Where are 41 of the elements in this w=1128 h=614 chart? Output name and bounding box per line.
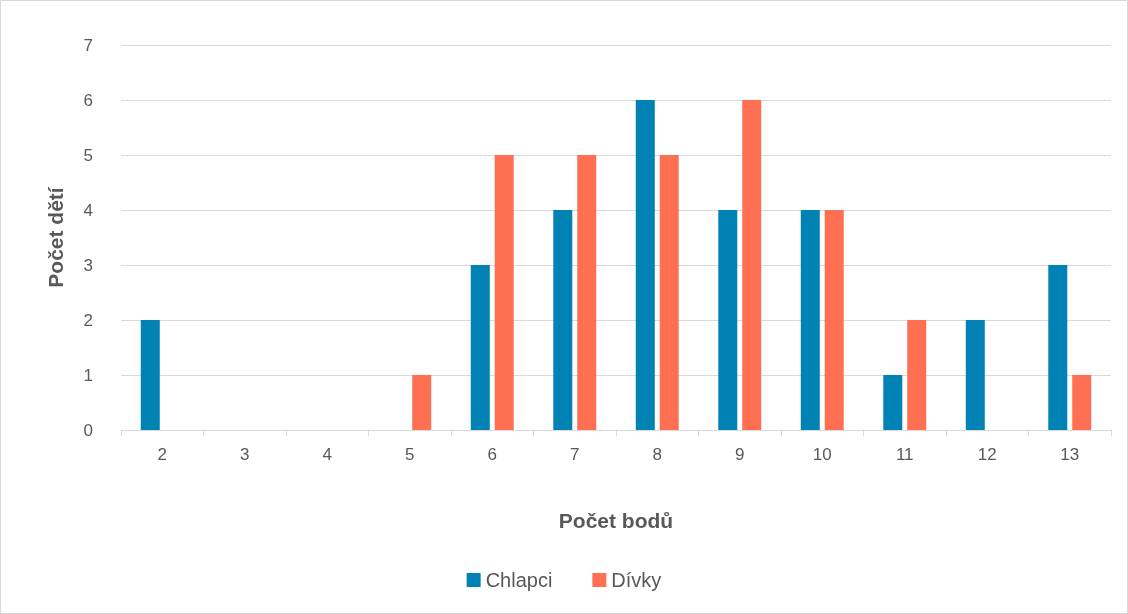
bar <box>470 265 490 430</box>
x-tick-label: 7 <box>570 445 580 464</box>
x-tick-label: 9 <box>735 445 745 464</box>
y-axis-title: Počet dětí <box>44 186 67 288</box>
bar <box>635 100 655 430</box>
x-tick-label: 10 <box>812 445 832 464</box>
bar <box>577 155 597 430</box>
x-tick-label: 5 <box>405 445 415 464</box>
bar <box>718 210 738 430</box>
x-tick-label: 6 <box>487 445 497 464</box>
legend-label: Chlapci <box>485 569 553 591</box>
x-axis-title: Počet bodů <box>558 509 674 532</box>
x-tick-label: 4 <box>322 445 332 464</box>
y-tick-label: 6 <box>83 90 93 110</box>
y-tick-label: 2 <box>83 310 93 330</box>
bar <box>800 210 820 430</box>
bar <box>1048 265 1068 430</box>
bar <box>140 320 160 430</box>
x-tick-label: 12 <box>977 445 997 464</box>
y-tick-label: 7 <box>83 35 93 55</box>
y-tick-label: 0 <box>83 420 93 440</box>
bar <box>553 210 573 430</box>
bar <box>412 375 432 430</box>
bar <box>742 100 762 430</box>
x-tick-label: 8 <box>652 445 662 464</box>
x-tick-label: 13 <box>1060 445 1080 464</box>
bar <box>824 210 844 430</box>
bar <box>659 155 679 430</box>
y-tick-label: 1 <box>83 365 93 385</box>
bar <box>965 320 985 430</box>
y-tick-label: 5 <box>83 145 93 165</box>
bar <box>883 375 903 430</box>
x-tick-label: 11 <box>895 445 914 464</box>
bar <box>494 155 514 430</box>
y-tick-label: 3 <box>83 255 93 275</box>
x-tick-label: 3 <box>240 445 250 464</box>
y-tick-label: 4 <box>83 200 93 220</box>
legend-label: Dívky <box>611 569 662 591</box>
x-tick-label: 2 <box>157 445 167 464</box>
bar <box>1072 375 1092 430</box>
bar <box>907 320 927 430</box>
